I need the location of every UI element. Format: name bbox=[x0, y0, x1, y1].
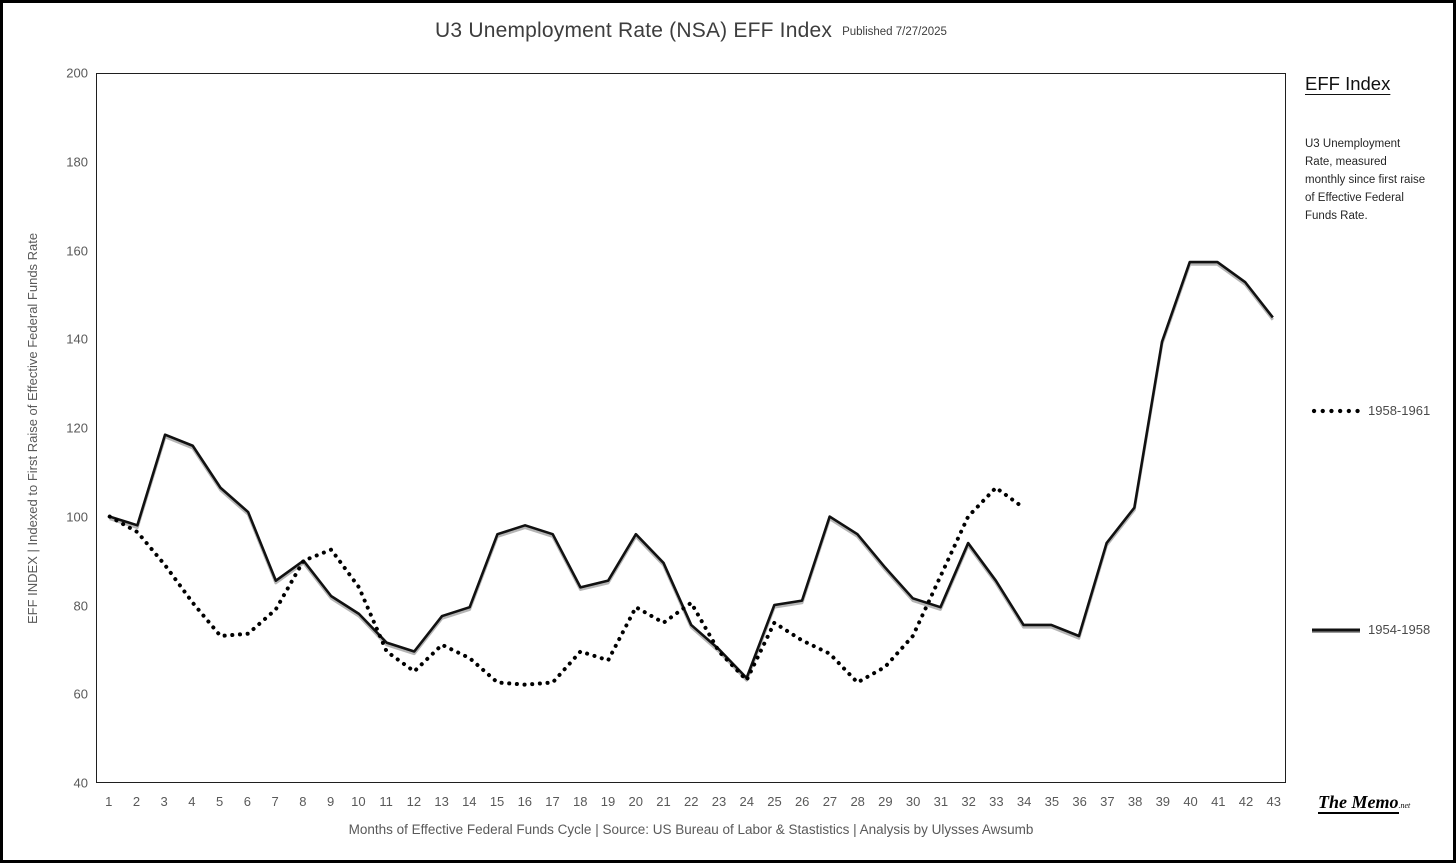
y-tick-label: 200 bbox=[66, 65, 88, 81]
x-tick-label: 2 bbox=[132, 794, 141, 809]
x-tick-label: 29 bbox=[878, 794, 893, 809]
x-tick-label: 4 bbox=[188, 794, 196, 809]
x-axis-title: Months of Effective Federal Funds Cycle … bbox=[348, 822, 1034, 837]
x-tick-label: 30 bbox=[905, 794, 921, 809]
x-tick-label: 17 bbox=[545, 794, 560, 809]
x-tick-label: 19 bbox=[600, 794, 616, 809]
chart-title: U3 Unemployment Rate (NSA) EFF Index bbox=[435, 19, 833, 42]
x-tick-label: 6 bbox=[243, 794, 251, 809]
x-tick-label: 43 bbox=[1266, 794, 1281, 809]
x-tick-label: 5 bbox=[216, 794, 224, 809]
x-tick-label: 23 bbox=[711, 794, 727, 809]
x-tick-label: 41 bbox=[1211, 794, 1226, 809]
x-tick-label: 42 bbox=[1238, 794, 1254, 809]
brand-name: The Memo bbox=[1318, 792, 1399, 814]
y-tick-label: 120 bbox=[66, 420, 88, 436]
brand-suffix: .net bbox=[1398, 801, 1411, 810]
legend-item-1958-1961: 1958-1961 bbox=[1310, 403, 1430, 418]
x-tick-label: 1 bbox=[105, 794, 113, 809]
x-tick-label: 12 bbox=[406, 794, 422, 809]
x-tick-label: 37 bbox=[1100, 794, 1115, 809]
x-tick-label: 26 bbox=[794, 794, 810, 809]
x-tick-label: 22 bbox=[684, 794, 699, 809]
x-tick-label: 11 bbox=[379, 794, 393, 809]
x-tick-label: 39 bbox=[1155, 794, 1171, 809]
x-tick-label: 7 bbox=[271, 794, 279, 809]
x-tick-label: 9 bbox=[326, 794, 335, 809]
side-panel-heading: EFF Index bbox=[1305, 73, 1391, 94]
x-tick-label: 25 bbox=[767, 794, 782, 809]
x-tick-label: 14 bbox=[462, 794, 477, 809]
y-tick-label: 140 bbox=[66, 331, 88, 347]
legend-item-1954-1958: 1954-1958 bbox=[1310, 622, 1430, 637]
x-tick-label: 31 bbox=[933, 794, 949, 809]
legend-label: 1954-1958 bbox=[1368, 622, 1431, 637]
side-panel-description: U3 Unemployment Rate, measured monthly s… bbox=[1305, 138, 1426, 223]
y-tick-label: 40 bbox=[73, 775, 88, 791]
x-tick-label: 8 bbox=[299, 794, 307, 809]
x-tick-label: 33 bbox=[989, 794, 1004, 809]
y-tick-label: 160 bbox=[66, 243, 88, 258]
published-date: Published 7/27/2025 bbox=[842, 26, 947, 38]
x-tick-label: 20 bbox=[628, 794, 643, 809]
x-tick-label: 38 bbox=[1127, 794, 1143, 809]
chart-header: U3 Unemployment Rate (NSA) EFF Index Pub… bbox=[96, 19, 1286, 43]
solid-line-sample-icon bbox=[1312, 628, 1360, 633]
x-tick-label: 28 bbox=[850, 794, 865, 809]
legend-label: 1958-1961 bbox=[1368, 403, 1431, 418]
x-tick-label: 16 bbox=[517, 794, 533, 809]
dotted-line-sample-icon bbox=[1311, 408, 1362, 413]
x-tick-label: 34 bbox=[1016, 794, 1032, 809]
x-tick-label: 10 bbox=[351, 794, 366, 809]
line-chart bbox=[107, 260, 1274, 687]
x-tick-label: 27 bbox=[822, 794, 838, 809]
x-tick-label: 36 bbox=[1072, 794, 1087, 809]
y-tick-label: 180 bbox=[66, 154, 88, 170]
y-tick-label: 60 bbox=[73, 686, 88, 702]
y-tick-label: 80 bbox=[73, 598, 88, 613]
x-tick-label: 24 bbox=[739, 794, 754, 809]
x-tick-label: 32 bbox=[961, 794, 976, 809]
side-panel: EFF Index U3 Unemployment Rate, measured… bbox=[1288, 3, 1453, 860]
x-tick-label: 13 bbox=[434, 794, 449, 809]
x-tick-label: 15 bbox=[489, 794, 505, 809]
x-tick-label: 21 bbox=[656, 794, 671, 809]
x-tick-label: 35 bbox=[1044, 794, 1060, 809]
x-tick-label: 40 bbox=[1183, 794, 1198, 809]
plot-area bbox=[96, 73, 1286, 783]
x-tick-label: 18 bbox=[573, 794, 588, 809]
y-tick-label: 100 bbox=[66, 509, 88, 525]
brand-logo: The Memo.net bbox=[1318, 792, 1411, 814]
x-tick-label: 3 bbox=[160, 794, 168, 809]
